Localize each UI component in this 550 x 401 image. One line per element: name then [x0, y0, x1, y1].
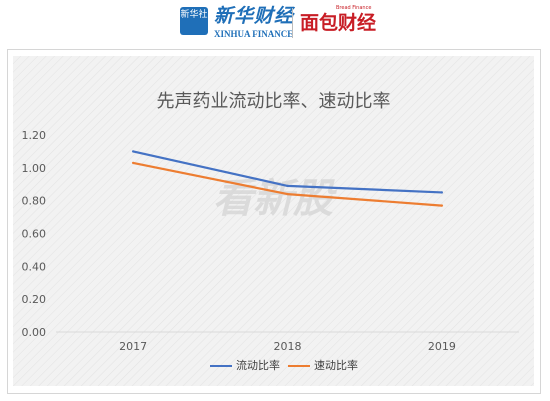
y-tick-label: 1.00	[22, 162, 47, 175]
xinhua-badge-logo: 新华社	[180, 7, 208, 35]
bread-finance-logo-en: Bread Finance	[336, 5, 372, 11]
series-layer	[131, 150, 444, 207]
header-logos: 新华社 新华财经 XINHUA FINANCE 面包财经 Bread Finan…	[0, 0, 550, 48]
logo-divider	[292, 8, 293, 38]
xinhua-finance-logo-en: XINHUA FINANCE	[214, 29, 294, 39]
y-tick-label: 0.80	[22, 195, 47, 208]
axes: 0.00 0.20 0.40 0.60 0.80 1.00 1.20 2017 2018 2019	[22, 129, 519, 353]
data-point	[131, 161, 135, 165]
data-point	[440, 204, 444, 207]
y-tick-label: 0.20	[22, 293, 47, 306]
data-point	[440, 191, 444, 194]
bread-finance-logo: 面包财经	[300, 12, 377, 34]
hatch-background	[13, 56, 534, 386]
y-tick-label: 0.40	[22, 260, 47, 273]
legend-swatch-series1	[210, 365, 232, 367]
x-tick-label: 2019	[428, 340, 456, 353]
chart-title: 先声药业流动比率、速动比率	[156, 91, 391, 112]
y-tick-label: 0.60	[22, 228, 47, 241]
legend-swatch-series2	[288, 365, 310, 367]
legend-label-series2: 速动比率	[314, 359, 358, 372]
data-point	[286, 184, 289, 188]
legend: 流动比率 速动比率	[0, 357, 550, 375]
xinhua-finance-logo: 新华财经	[214, 5, 295, 27]
legend-label-series1: 流动比率	[236, 359, 280, 372]
data-point	[131, 150, 135, 153]
x-tick-label: 2017	[119, 340, 147, 353]
x-tick-label: 2018	[274, 340, 302, 353]
data-point	[286, 192, 289, 196]
y-tick-label: 1.20	[22, 129, 47, 142]
y-tick-label: 0.00	[22, 326, 47, 339]
